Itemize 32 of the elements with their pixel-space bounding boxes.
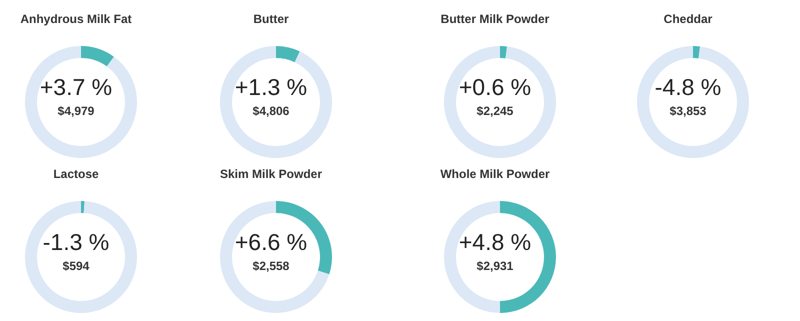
chart-title: Butter Milk Powder [440,12,550,26]
text: $2,931 [476,259,514,273]
text: +0.6 % [458,74,532,101]
chart-title: Butter [252,12,290,26]
text: +4.8 % [458,229,532,256]
text: -1.3 % [42,229,110,256]
text: +1.3 % [234,74,308,101]
donut-slice [693,46,700,58]
chart-title: Skim Milk Powder [218,167,324,181]
text: -4.8 % [654,74,722,101]
donut-slice [276,46,300,62]
chart-title: Anhydrous Milk Fat [19,12,133,26]
text: +6.6 % [234,229,308,256]
text: $4,806 [252,104,290,118]
donut-slice [444,46,556,158]
chart-title: Cheddar [662,12,714,26]
donut-slice [220,201,330,313]
donut-slice [25,46,137,158]
donut-slice [500,46,508,58]
chart-title: Whole Milk Powder [439,167,551,181]
donut-slice [25,201,137,313]
donut-slice [637,46,749,158]
donut-slice [220,46,332,158]
text: $594 [62,259,90,273]
text: $4,979 [56,104,96,118]
text: $3,853 [668,104,708,118]
chart-title: Lactose [52,167,100,181]
donut-slice [81,46,114,66]
text: $2,245 [476,104,514,118]
text: +3.7 % [38,74,114,101]
donut-slice [81,201,85,214]
text: $2,558 [252,259,290,273]
